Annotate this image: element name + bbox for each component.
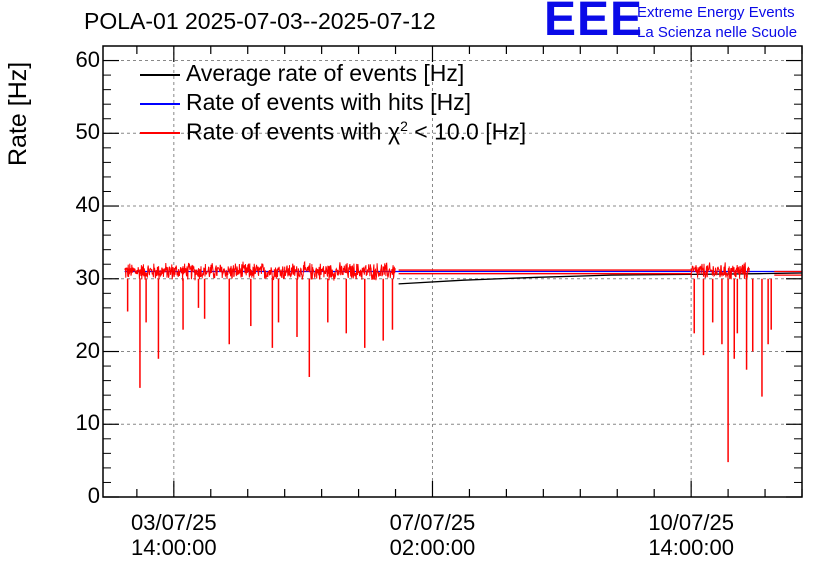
x-tick-label: 03/07/25 14:00:00 xyxy=(104,510,244,560)
legend-label-chi2-sup: 2 xyxy=(400,118,408,134)
legend-label-average: Average rate of events [Hz] xyxy=(186,60,465,86)
x-tick-label: 07/07/25 02:00:00 xyxy=(362,510,502,560)
series-noise-band-0 xyxy=(124,260,396,281)
y-tick-label: 10 xyxy=(75,410,100,436)
y-axis-label: Rate [Hz] xyxy=(4,61,32,166)
chart-title: POLA-01 2025-07-03--2025-07-12 xyxy=(84,8,436,34)
x-tick-label: 10/07/25 14:00:00 xyxy=(621,510,761,560)
legend-label-chi2: Rate of events with χ2 < 10.0 [Hz] xyxy=(186,118,526,146)
legend-swatch-chi2 xyxy=(140,132,180,134)
eee-logo-mark: EEE xyxy=(544,0,644,46)
x-tick-label-date: 03/07/25 xyxy=(130,510,217,535)
legend-label-hits: Rate of events with hits [Hz] xyxy=(186,89,472,115)
legend-swatch-average xyxy=(140,74,180,76)
series-noise-band-2 xyxy=(690,262,750,280)
y-tick-label: 40 xyxy=(75,192,100,218)
x-tick-label-time: 02:00:00 xyxy=(389,535,476,560)
series-line-0 xyxy=(398,272,803,285)
x-tick-label-date: 10/07/25 xyxy=(648,510,734,535)
y-tick-label: 30 xyxy=(75,264,100,290)
x-tick-label-time: 14:00:00 xyxy=(130,535,217,560)
y-tick-label: 50 xyxy=(75,119,100,145)
legend-label-chi2-part1: Rate of events with χ xyxy=(186,118,401,145)
legend-label-chi2-part2: < 10.0 [Hz] xyxy=(407,118,527,145)
y-tick-label: 0 xyxy=(87,483,100,508)
plot-frame xyxy=(102,45,803,498)
y-tick-label: 20 xyxy=(75,337,100,363)
logo-text-line1: Extreme Energy Events xyxy=(637,4,795,21)
x-tick-label-time: 14:00:00 xyxy=(648,535,734,560)
logo-text-line2: La Scienza nelle Scuole xyxy=(637,24,798,41)
x-tick-label-date: 07/07/25 xyxy=(389,510,476,535)
y-tick-label: 60 xyxy=(75,46,100,72)
legend-swatch-hits xyxy=(140,103,180,105)
